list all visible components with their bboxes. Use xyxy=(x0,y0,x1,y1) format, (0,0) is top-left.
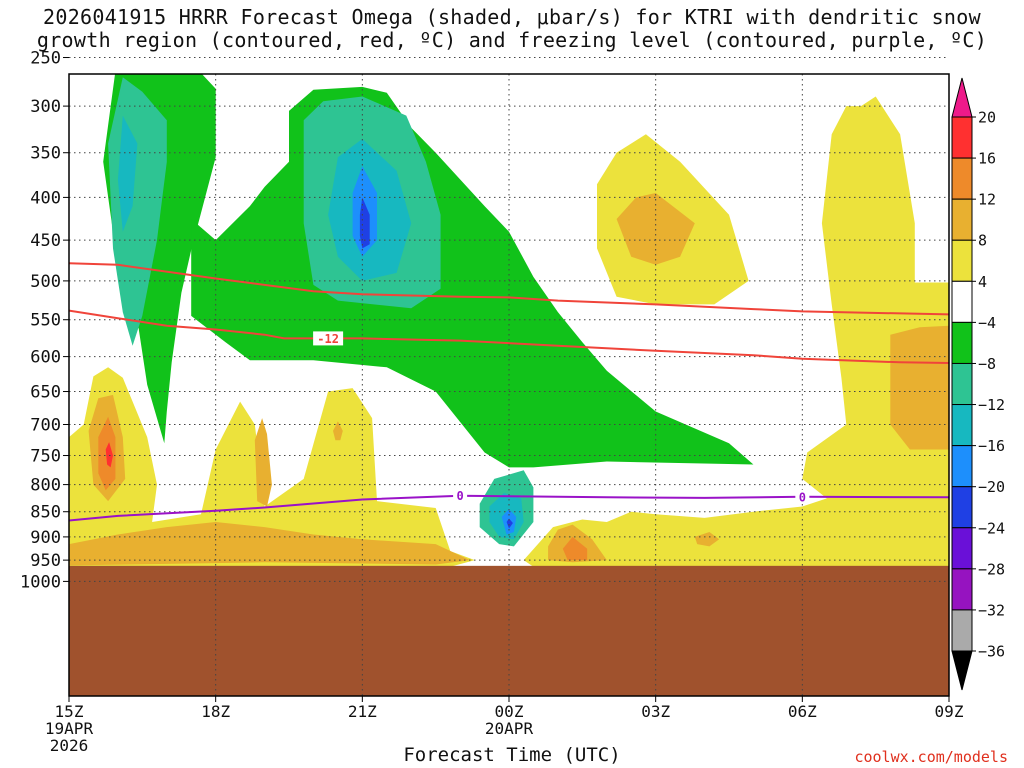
y-tick-label: 550 xyxy=(30,311,61,331)
colorbar: 20 16 12 8 4 −4 −8 −12 −16 −20 −24 −28 −32 −36 xyxy=(951,77,1005,691)
y-tick-label: 300 xyxy=(30,97,61,117)
colorbar-swatch xyxy=(951,362,973,406)
x-tick-label: 06Z xyxy=(788,702,817,721)
colorbar-swatch xyxy=(951,157,973,200)
title-line-1: 2026041915 HRRR Forecast Omega (shaded, … xyxy=(43,5,981,29)
x-date-label: 2026 xyxy=(50,736,89,755)
colorbar-swatch xyxy=(951,116,973,159)
freezing-contour-label: 0 xyxy=(799,490,806,504)
colorbar-label: 20 xyxy=(978,109,996,127)
dgz-contour-label: -12 xyxy=(317,332,339,346)
omega-region-12 xyxy=(69,367,475,567)
omega-region-4 xyxy=(117,115,138,232)
colorbar-label: −8 xyxy=(978,355,996,373)
omega-region-13 xyxy=(523,96,949,567)
colorbar-swatch xyxy=(951,280,973,323)
y-tick-label: 800 xyxy=(30,476,61,496)
y-tick-label: 950 xyxy=(30,551,61,571)
dgz-upper-contour xyxy=(69,262,949,316)
colorbar-swatch xyxy=(951,404,973,447)
colorbar-label: −20 xyxy=(978,478,1005,496)
omega-region-11 xyxy=(506,518,513,529)
x-tick-label: 03Z xyxy=(641,702,670,721)
y-tick-label: 850 xyxy=(30,503,61,523)
x-date-label: 19APR xyxy=(45,719,94,738)
colorbar-swatch xyxy=(951,568,973,611)
omega-region-22 xyxy=(69,522,470,566)
colorbar-label: −4 xyxy=(978,314,996,332)
omega-shading xyxy=(69,74,949,567)
colorbar-swatch xyxy=(951,445,973,488)
y-tick-label: 600 xyxy=(30,348,61,368)
x-date-label: 20APR xyxy=(485,719,534,738)
colorbar-swatch xyxy=(951,321,973,364)
freezing-contour-label-bg xyxy=(795,489,810,504)
x-tick-label: 18Z xyxy=(201,702,230,721)
colorbar-swatch xyxy=(951,486,973,529)
dgz-contour-label-bg xyxy=(313,331,344,346)
colorbar-swatch xyxy=(951,609,973,652)
colorbar-label: 8 xyxy=(978,232,987,250)
colorbar-label: −24 xyxy=(978,519,1005,537)
x-tick-label: 00Z xyxy=(495,702,524,721)
y-tick-label: 700 xyxy=(30,416,61,436)
dgz-lower-contour xyxy=(69,309,949,364)
y-tick-label: 900 xyxy=(30,528,61,548)
y-tick-label: 400 xyxy=(30,188,61,208)
contour-labels: -12 0 0 xyxy=(313,331,810,504)
omega-region-19 xyxy=(890,325,949,450)
y-axis: 250 300 350 400 450 500 550 600 650 700 750 800 850 9… xyxy=(20,49,69,592)
colorbar-top-arrow xyxy=(951,77,973,118)
x-tick-label: 09Z xyxy=(935,702,964,721)
colorbar-label: 12 xyxy=(978,191,996,209)
colorbar-label: −32 xyxy=(978,601,1005,619)
omega-region-21 xyxy=(333,421,343,441)
x-tick-label: 21Z xyxy=(348,702,377,721)
y-tick-label: 650 xyxy=(30,383,61,403)
x-axis-label: Forecast Time (UTC) xyxy=(403,744,621,766)
omega-region-17 xyxy=(105,442,113,468)
colorbar-label: −12 xyxy=(978,396,1005,414)
x-tick-label: 15Z xyxy=(55,702,84,721)
freezing-contour-label-bg xyxy=(453,488,468,503)
y-tick-label: 750 xyxy=(30,447,61,467)
y-tick-label: 450 xyxy=(30,231,61,251)
colorbar-swatch xyxy=(951,527,973,570)
colorbar-label: −36 xyxy=(978,643,1005,661)
colorbar-label: −16 xyxy=(978,437,1005,455)
title-line-2: growth region (contoured, red, ºC) and f… xyxy=(36,28,988,52)
omega-region-24 xyxy=(694,532,720,547)
freezing-contour-label: 0 xyxy=(456,489,463,503)
omega-region-18 xyxy=(616,193,695,265)
colorbar-swatch xyxy=(951,198,973,241)
omega-region-25 xyxy=(562,536,588,561)
credit-text: coolwx.com/models xyxy=(854,748,1008,766)
chart-title: 2026041915 HRRR Forecast Omega (shaded, … xyxy=(0,6,1024,52)
colorbar-bottom-arrow xyxy=(951,650,973,691)
y-tick-label: 500 xyxy=(30,272,61,292)
y-tick-label: 1000 xyxy=(20,572,61,592)
colorbar-label: −28 xyxy=(978,560,1005,578)
colorbar-swatch xyxy=(951,239,973,282)
y-tick-label: 250 xyxy=(30,49,61,69)
colorbar-label: 4 xyxy=(978,273,987,291)
colorbar-label: 16 xyxy=(978,150,996,168)
y-tick-label: 350 xyxy=(30,144,61,164)
